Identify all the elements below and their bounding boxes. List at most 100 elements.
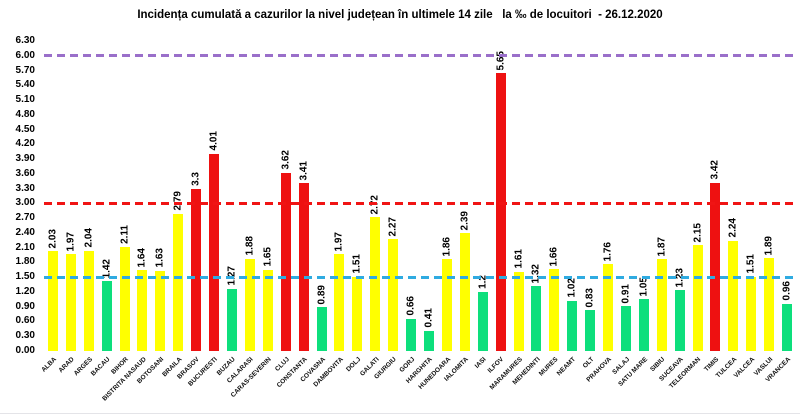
plot-area: 2.03 1.97 2.04 1.42 2.11 1.64 1.63 2.79 3.3 4.01 1… — [44, 41, 796, 351]
y-tick-label: 1.80 — [15, 256, 35, 268]
bar-alba — [47, 251, 58, 351]
bar-value-label: 2.03 — [47, 228, 59, 249]
bar-slot: 4.01 — [205, 41, 223, 351]
bar-value-label: 3.42 — [709, 160, 721, 180]
bar-cluj — [280, 172, 291, 351]
bar-value-label: 4.01 — [208, 131, 220, 151]
bar-value-label: 2.11 — [119, 225, 131, 245]
y-tick-label: 2.40 — [15, 226, 35, 238]
x-axis: ALBA ARAD ARGES BACAU BIHOR BISTRITA NASAUD BO… — [40, 353, 796, 417]
bar-slot: 2.27 — [384, 41, 402, 351]
y-tick-label: 6.00 — [15, 49, 35, 61]
bar-dolj — [352, 276, 363, 351]
x-slot: DOLJ — [345, 353, 366, 417]
bar-value-label: 2.24 — [727, 218, 739, 238]
y-tick-label: 3.90 — [15, 153, 35, 165]
y-tick-label: 3.30 — [15, 182, 35, 194]
y-tick-label: 1.20 — [15, 285, 35, 297]
bar-slot: 1.63 — [151, 41, 169, 351]
bar-iasi — [477, 291, 488, 351]
bar-value-label: 3.41 — [298, 160, 310, 181]
bar-value-label: 0.91 — [620, 283, 632, 304]
bar-value-label: 0.66 — [405, 296, 417, 316]
bar-slot: 2.79 — [169, 41, 187, 351]
bar-calarasi — [244, 258, 255, 351]
bar-value-label: 1.63 — [154, 248, 166, 268]
bar-value-label: 1.02 — [566, 278, 578, 298]
bar-suceava — [674, 290, 685, 351]
bar-slot: 3.62 — [277, 41, 295, 351]
bar-value-label: 1.51 — [745, 254, 757, 274]
y-tick-label: 3.60 — [15, 167, 35, 179]
bar-value-label: 2.27 — [387, 216, 399, 237]
bar-value-label: 1.64 — [136, 247, 148, 268]
bar-valcea — [746, 276, 757, 351]
bar-value-label: 2.39 — [459, 210, 471, 231]
bar-buzau — [227, 288, 238, 351]
bar-slot: 2.15 — [689, 41, 707, 351]
bar-value-label: 0.41 — [423, 308, 435, 328]
x-slot: CONSTANTA — [275, 353, 313, 417]
x-slot: BISTRITA NASAUD — [101, 353, 152, 417]
bar-slot: 2.03 — [44, 41, 62, 351]
x-slot: DAMBOVITA — [312, 353, 349, 417]
bar-slot: 1.87 — [653, 41, 671, 351]
bar-slot: 1.65 — [259, 41, 277, 351]
chart-title: Incidența cumulată a cazurilor la nivel … — [137, 9, 663, 21]
bar-slot: 1.2 — [474, 41, 492, 351]
bar-value-label: 1.76 — [602, 241, 614, 262]
bar-slot: 3.41 — [295, 41, 313, 351]
x-slot: MARAMURES — [488, 353, 528, 417]
y-tick-label: 3.00 — [15, 197, 35, 209]
x-slot: ARAD — [58, 353, 80, 417]
bar-covasna — [316, 307, 327, 351]
bar-value-label: 1.66 — [548, 246, 560, 267]
y-tick-label: 0.30 — [15, 330, 35, 342]
bar-slot: 0.96 — [778, 41, 796, 351]
bar-value-label: 1.97 — [333, 231, 345, 252]
bar-vaslui — [764, 258, 775, 351]
bar-value-label: 1.88 — [244, 236, 256, 256]
bar-value-label: 1.42 — [101, 258, 113, 279]
bar-value-label: 1.65 — [262, 247, 274, 267]
bar-value-label: 2.15 — [692, 222, 704, 243]
bar-slot: 1.23 — [671, 41, 689, 351]
bar-slot: 1.32 — [527, 41, 545, 351]
x-slot: GALATI — [358, 353, 384, 417]
bar-brasov — [191, 188, 202, 351]
y-tick-label: 5.70 — [15, 64, 35, 76]
x-slot: NEAMT — [556, 353, 581, 417]
x-category-label: OLT — [581, 356, 596, 370]
x-slot: CARAS-SEVERIN — [230, 353, 277, 417]
bar-value-label: 1.27 — [226, 266, 238, 286]
bar-slot: 3.42 — [707, 41, 725, 351]
bar-slot: 1.86 — [438, 41, 456, 351]
bar-value-label: 2.04 — [83, 228, 95, 248]
bar-botosani — [155, 270, 166, 351]
x-slot: SATU MARE — [617, 353, 653, 417]
y-tick-label: 0.60 — [15, 315, 35, 327]
bar-slot: 1.64 — [134, 41, 152, 351]
x-slot: BRAILA — [161, 353, 187, 417]
bottom-divider — [0, 413, 800, 414]
bar-gorj — [406, 318, 417, 351]
bar-slot: 0.89 — [313, 41, 331, 351]
bar-galati — [370, 217, 381, 351]
bar-neamt — [567, 300, 578, 351]
bar-constanta — [298, 183, 309, 351]
bar-slot: 5.65 — [492, 41, 510, 351]
bar-bacau — [101, 281, 112, 351]
y-tick-label: 2.10 — [15, 241, 35, 253]
bar-value-label: 3.3 — [190, 171, 202, 186]
bar-value-label: 3.62 — [280, 150, 292, 170]
bar-sibiu — [656, 258, 667, 351]
bar-tulcea — [728, 240, 739, 351]
bar-slot: 1.66 — [545, 41, 563, 351]
bar-value-label: 0.89 — [316, 284, 328, 305]
x-slot: MEHEDINTI — [511, 353, 545, 417]
bar-slot: 1.51 — [348, 41, 366, 351]
bar-value-label: 1.86 — [441, 237, 453, 257]
bar-slot: 3.3 — [187, 41, 205, 351]
bar-olt — [585, 310, 596, 351]
